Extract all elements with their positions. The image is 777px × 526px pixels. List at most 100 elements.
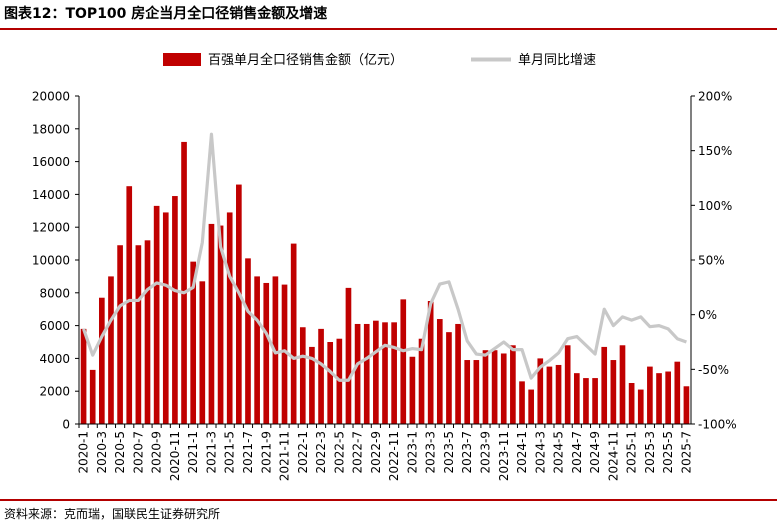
x-tick-label: 2024-5 — [552, 431, 566, 474]
bar-series — [80, 141, 690, 425]
x-tick-label: 2024-9 — [588, 431, 602, 474]
bottom-rule — [0, 499, 777, 501]
bar-2024-10 — [601, 346, 608, 424]
bar-2020-11 — [172, 196, 178, 424]
x-tick-label: 2022-9 — [369, 431, 383, 474]
x-tick-label: 2022-7 — [351, 431, 365, 474]
bar-2022-8 — [363, 323, 370, 424]
left-tick-label: 10000 — [32, 254, 70, 268]
left-tick-label: 20000 — [32, 90, 70, 104]
x-tick-label: 2020-7 — [131, 431, 145, 474]
legend-bar-swatch — [163, 53, 201, 66]
bar-2021-12 — [290, 243, 297, 424]
right-tick-label: 200% — [698, 90, 732, 104]
bar-2024-4 — [546, 366, 553, 424]
legend: 百强单月全口径销售金额（亿元） 单月同比增速 — [163, 52, 596, 68]
x-tick-label: 2025-5 — [661, 431, 675, 474]
x-tick-label: 2020-3 — [95, 431, 109, 474]
top-rule — [0, 28, 777, 30]
x-tick-label: 2020-1 — [77, 431, 91, 474]
x-tick-label: 2024-11 — [606, 431, 620, 481]
x-tick-label: 2021-5 — [223, 431, 237, 474]
bar-2025-6 — [674, 361, 681, 424]
left-tick-label: 4000 — [39, 352, 70, 366]
x-tick-label: 2022-3 — [314, 431, 328, 474]
bar-2024-12 — [619, 345, 626, 424]
x-tick-label: 2021-3 — [204, 431, 218, 474]
x-tick-label: 2020-11 — [168, 431, 182, 481]
bar-2020-7 — [135, 245, 142, 424]
left-tick-label: 8000 — [39, 286, 70, 300]
bar-2025-1 — [628, 383, 635, 424]
bar-2024-1 — [519, 381, 525, 424]
bar-2020-9 — [153, 205, 160, 424]
legend-bar-label: 百强单月全口径销售金额（亿元） — [208, 52, 403, 68]
x-tick-label: 2023-1 — [405, 431, 419, 474]
bar-2020-2 — [89, 369, 96, 424]
left-tick-label: 18000 — [32, 122, 70, 136]
bar-2022-9 — [373, 320, 379, 424]
left-tick-label: 14000 — [32, 188, 70, 202]
bar-2020-10 — [162, 212, 169, 424]
bar-2023-8 — [473, 360, 480, 424]
bar-2021-8 — [254, 276, 260, 424]
x-tick-label: 2022-11 — [387, 431, 401, 481]
bar-2025-5 — [665, 371, 671, 424]
bar-2021-9 — [263, 282, 270, 424]
bar-2020-12 — [181, 141, 187, 425]
x-tick-label: 2022-5 — [332, 431, 346, 474]
bar-2024-11 — [610, 360, 617, 424]
left-tick-label: 2000 — [39, 385, 70, 399]
bar-2023-10 — [491, 350, 498, 424]
bar-2024-9 — [592, 378, 598, 424]
x-tick-label: 2025-7 — [679, 431, 693, 474]
bar-2023-9 — [482, 350, 489, 424]
bar-2025-3 — [647, 366, 653, 424]
bar-2023-1 — [409, 356, 416, 424]
x-tick-label: 2025-3 — [643, 431, 657, 474]
bar-2021-7 — [245, 258, 251, 424]
chart-title: 图表12：TOP100 房企当月全口径销售金额及增速 — [4, 6, 328, 22]
bar-2025-4 — [656, 373, 662, 424]
bar-2022-11 — [391, 322, 397, 424]
bar-2023-11 — [500, 353, 507, 424]
bar-2024-3 — [537, 358, 544, 424]
bar-2024-8 — [583, 378, 589, 424]
bar-2024-2 — [528, 389, 534, 424]
bar-2023-3 — [427, 301, 434, 424]
right-tick-label: -100% — [698, 418, 737, 432]
bar-2022-7 — [354, 323, 361, 424]
x-tick-label: 2023-11 — [497, 431, 511, 481]
right-tick-label: 0% — [698, 308, 717, 322]
bar-2023-7 — [464, 360, 471, 424]
x-tick-label: 2023-9 — [478, 431, 492, 474]
bar-2023-4 — [436, 319, 443, 424]
x-tick-label: 2021-1 — [186, 431, 200, 474]
x-tick-label: 2024-3 — [533, 431, 547, 474]
x-tick-label: 2020-9 — [150, 431, 164, 474]
bar-2023-5 — [446, 332, 452, 424]
bar-2021-1 — [190, 261, 197, 424]
line-series — [82, 132, 687, 382]
bar-2021-2 — [199, 281, 206, 424]
bar-2024-6 — [564, 345, 571, 424]
axes: 0 2000 4000 6000 8000 10000 12000 14000 16000 180… — [32, 90, 737, 482]
bar-2021-3 — [208, 223, 215, 424]
x-tick-label: 2025-1 — [625, 431, 639, 474]
bar-2022-6 — [345, 287, 352, 424]
legend-line-label: 单月同比增速 — [518, 53, 596, 68]
bar-2022-1 — [299, 327, 306, 424]
x-tick-label: 2023-5 — [442, 431, 456, 474]
x-tick-label: 2023-7 — [460, 431, 474, 474]
bar-2020-1 — [80, 328, 87, 424]
bar-2022-4 — [327, 342, 334, 424]
bar-2024-7 — [573, 373, 580, 424]
x-tick-label: 2021-7 — [241, 431, 255, 474]
bar-2021-5 — [226, 212, 233, 424]
x-tick-label: 2021-9 — [259, 431, 273, 474]
x-tick-label: 2023-3 — [424, 431, 438, 474]
x-tick-label: 2024-7 — [570, 431, 584, 474]
source-note: 资料来源：克而瑞，国联民生证券研究所 — [4, 507, 221, 521]
bar-2020-6 — [126, 186, 133, 424]
